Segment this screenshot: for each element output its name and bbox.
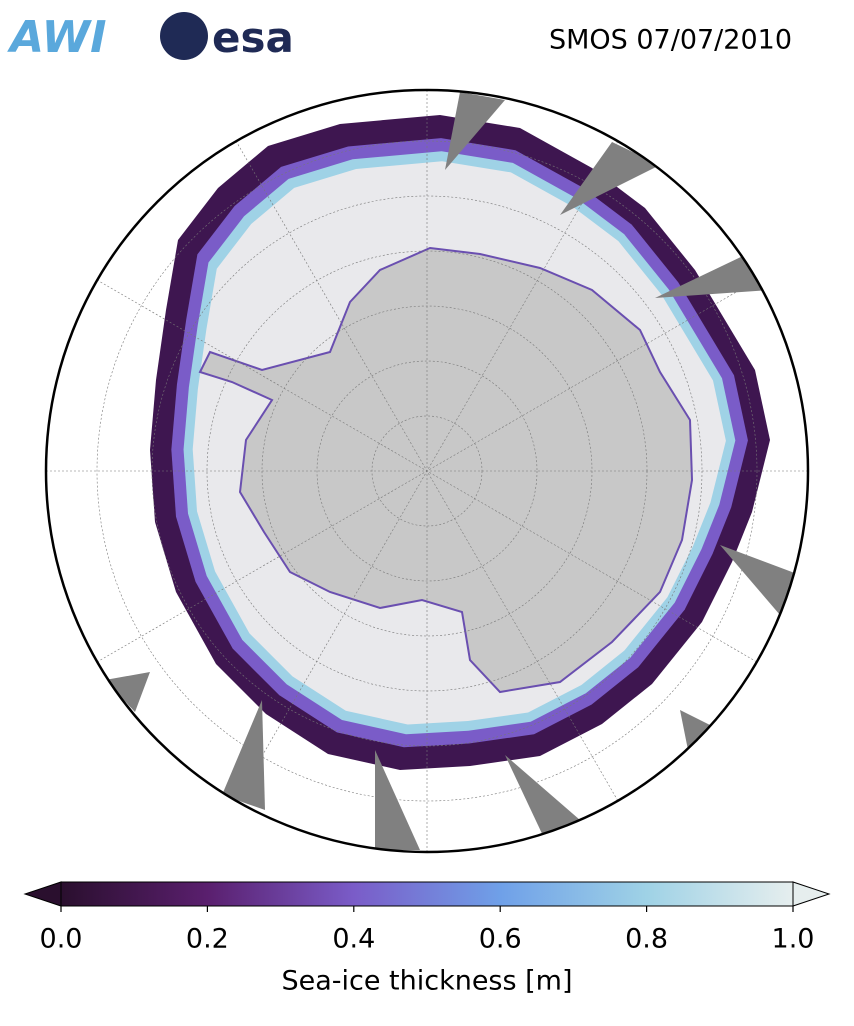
colorbar-tick-label: 0.0 [40, 924, 83, 955]
colorbar-tick-label: 0.6 [479, 924, 522, 955]
antarctica [198, 246, 694, 694]
colorbar-tick-label: 0.8 [625, 924, 668, 955]
esa-emblem [160, 12, 208, 60]
title: SMOS 07/07/2010 [549, 25, 792, 56]
colorbar-gradient [60, 881, 794, 907]
map [46, 90, 808, 852]
no-data-wedges [105, 92, 800, 850]
colorbar-label: Sea-ice thickness [m] [281, 966, 572, 997]
colorbar-tick-label: 1.0 [772, 924, 815, 955]
colorbar-tick-label: 0.2 [186, 924, 229, 955]
esa-logo: esa [212, 13, 294, 62]
colorbar-tick-label: 0.4 [332, 924, 375, 955]
colorbar-extend-low [23, 881, 62, 907]
map-border [44, 88, 810, 854]
awi-logo: AWI [7, 12, 107, 63]
graticule [46, 90, 808, 852]
colorbar: 0.0 0.2 0.4 0.6 0.8 1.0 [23, 881, 831, 955]
colorbar-extend-high [792, 881, 831, 907]
logos: AWI esa [7, 12, 294, 63]
